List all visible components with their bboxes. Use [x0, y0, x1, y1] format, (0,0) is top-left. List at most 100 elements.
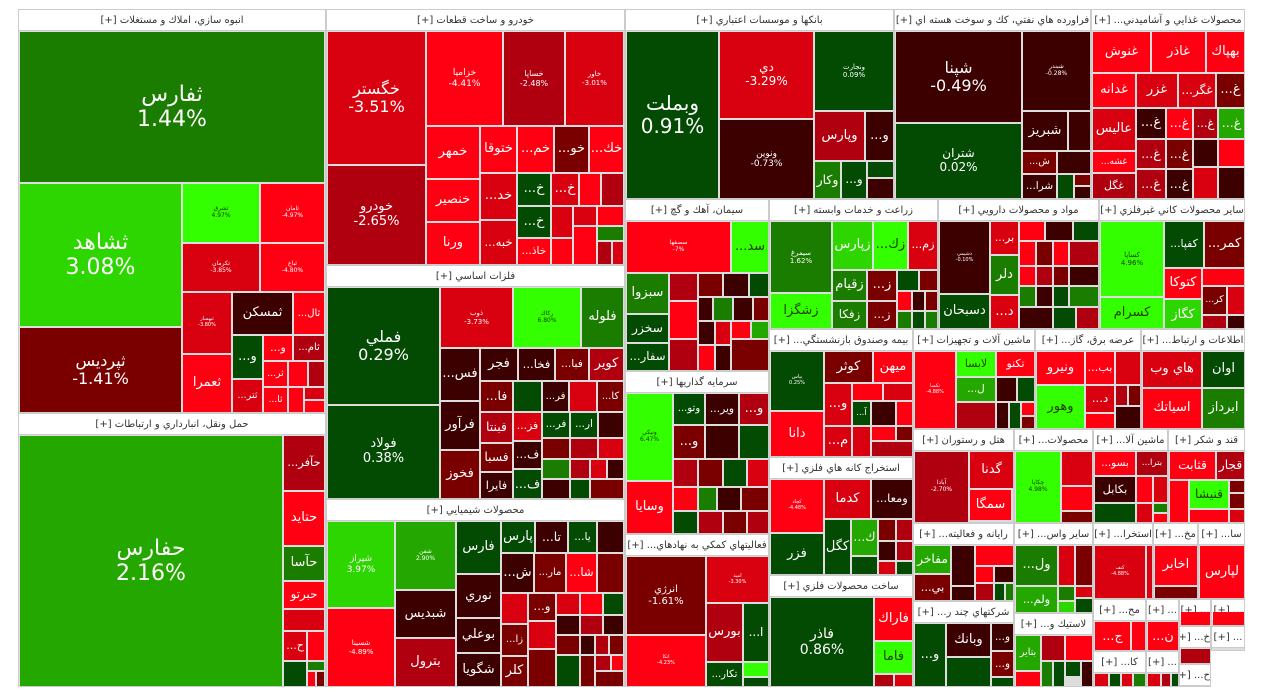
stock-cell-small[interactable]	[1076, 599, 1092, 612]
stock-cell[interactable]: ولم...	[1016, 587, 1057, 612]
stock-cell-small[interactable]	[724, 512, 746, 533]
stock-cell[interactable]: زك...	[874, 222, 907, 269]
stock-cell[interactable]: ثپرديس -1.41%	[20, 328, 181, 412]
stock-cell-small[interactable]	[308, 662, 324, 670]
stock-cell-small[interactable]	[732, 322, 750, 338]
stock-cell[interactable]: بترول	[396, 639, 455, 686]
stock-cell-small[interactable]	[699, 512, 722, 533]
stock-cell-small[interactable]	[1020, 242, 1035, 265]
stock-cell-small[interactable]	[716, 322, 730, 344]
stock-cell[interactable]: كر...	[1203, 287, 1226, 314]
stock-cell[interactable]: شرا...	[1023, 175, 1056, 198]
stock-cell-small[interactable]	[308, 632, 324, 660]
stock-cell[interactable]: فجر	[481, 349, 517, 380]
stock-cell-small[interactable]	[598, 522, 623, 552]
stock-cell-small[interactable]	[1020, 222, 1044, 240]
sector-header-expand[interactable]: ماشين آلا... [+]	[1094, 430, 1167, 451]
stock-cell[interactable]: خگستر -3.51%	[328, 32, 425, 164]
stock-cell[interactable]: خزاميا -4.41%	[427, 32, 502, 125]
stock-cell[interactable]: وسايا	[627, 482, 672, 533]
sector-header-expand[interactable]: ... [+]	[1147, 600, 1178, 621]
stock-cell[interactable]: غگل	[1093, 174, 1135, 198]
stock-cell-small[interactable]	[897, 402, 912, 425]
stock-cell-small[interactable]	[1230, 481, 1244, 492]
stock-cell[interactable]: بوعلي	[457, 619, 500, 652]
stock-cell-small[interactable]	[1147, 546, 1152, 598]
stock-cell-small[interactable]	[604, 616, 623, 634]
stock-cell-small[interactable]	[284, 662, 306, 686]
stock-cell[interactable]: فرآور	[441, 402, 479, 449]
stock-cell[interactable]: كتوكا	[1165, 269, 1201, 298]
sector-header-expand[interactable]: اطلاعات و ارتباط... [+]	[1142, 330, 1244, 351]
stock-cell-small[interactable]	[309, 362, 324, 386]
stock-cell-small[interactable]	[1190, 510, 1228, 522]
sector-header-expand[interactable]: رايانه و فعاليته... [+]	[914, 524, 1013, 545]
stock-cell[interactable]: فر...	[543, 382, 568, 411]
stock-cell-small[interactable]	[1046, 222, 1072, 240]
stock-cell-small[interactable]	[748, 512, 768, 533]
stock-cell-small[interactable]	[699, 460, 722, 486]
stock-cell-small[interactable]	[1219, 168, 1244, 198]
stock-cell[interactable]: خنصير	[427, 180, 479, 221]
stock-cell-small[interactable]	[1020, 308, 1052, 328]
stock-cell[interactable]: خبه...	[481, 221, 516, 264]
stock-cell-small[interactable]	[596, 656, 610, 670]
sector-header-expand[interactable]: مح... [+]	[1094, 600, 1145, 621]
stock-cell-small[interactable]	[598, 207, 623, 225]
stock-cell[interactable]: و...	[992, 624, 1013, 650]
stock-cell-small[interactable]	[1082, 662, 1092, 686]
stock-cell-small[interactable]	[571, 439, 597, 458]
stock-cell[interactable]: يا...	[569, 522, 596, 552]
stock-cell-small[interactable]	[581, 656, 594, 686]
stock-cell-small[interactable]	[724, 274, 748, 296]
stock-cell-small[interactable]	[581, 636, 594, 654]
stock-cell-small[interactable]	[1058, 175, 1073, 198]
stock-cell-small[interactable]	[1230, 510, 1244, 522]
stock-cell-small[interactable]	[598, 554, 623, 592]
stock-cell-small[interactable]	[557, 594, 579, 614]
stock-cell[interactable]: بپاس 0.25%	[771, 352, 823, 410]
stock-cell-small[interactable]	[1116, 352, 1140, 384]
stock-cell[interactable]: غدانه	[1093, 74, 1135, 107]
stock-cell[interactable]: ذوب -3.73%	[441, 288, 512, 347]
sector-header-expand[interactable]: فراورده هاي نفتي، كك و سوخت هسته اي [+]	[895, 10, 1090, 31]
stock-cell-small[interactable]	[574, 207, 596, 225]
stock-cell-small[interactable]	[898, 312, 911, 328]
stock-cell[interactable]: ونيكي 6.47%	[627, 394, 672, 480]
stock-cell[interactable]: غزر	[1137, 74, 1177, 107]
stock-cell-small[interactable]	[740, 426, 768, 458]
stock-cell-small[interactable]	[897, 427, 912, 440]
stock-cell[interactable]: شبريز	[1023, 112, 1067, 150]
stock-cell-small[interactable]	[574, 227, 596, 264]
stock-cell[interactable]: كسرام	[1101, 298, 1163, 328]
stock-cell[interactable]: حفارس 2.16%	[20, 436, 282, 686]
stock-cell-small[interactable]	[1228, 287, 1244, 314]
stock-cell[interactable]: كمر...	[1205, 222, 1244, 267]
sector-header-expand[interactable]: ... [+]	[1147, 652, 1178, 673]
stock-cell-small[interactable]	[529, 650, 555, 686]
stock-cell[interactable]: سصفها -7%	[627, 222, 730, 272]
stock-cell-small[interactable]	[926, 292, 937, 310]
stock-cell[interactable]: وبانك	[947, 624, 990, 656]
stock-cell-small[interactable]	[596, 672, 623, 686]
stock-cell[interactable]: هاي وب	[1143, 352, 1201, 387]
stock-cell-small[interactable]	[742, 488, 768, 510]
stock-cell[interactable]: كساپا 4.96%	[1101, 222, 1163, 296]
stock-cell-small[interactable]	[706, 426, 738, 458]
stock-cell[interactable]: فسبا	[481, 444, 512, 471]
sector-header-expand[interactable]: انبوه سازي، املاك و مستغلات [+]	[19, 10, 325, 31]
stock-cell[interactable]: كوير	[590, 349, 623, 380]
stock-cell-small[interactable]	[744, 678, 768, 686]
stock-cell[interactable]: تا...	[536, 522, 567, 552]
stock-cell[interactable]: خودرو -2.65%	[328, 166, 425, 264]
stock-cell-small[interactable]	[920, 271, 937, 290]
stock-cell-small[interactable]	[1059, 546, 1074, 585]
stock-cell-small[interactable]	[1069, 112, 1090, 150]
stock-cell[interactable]: مفاخر	[915, 546, 950, 573]
stock-cell[interactable]: سبزوا	[627, 274, 668, 313]
stock-cell[interactable]: زقيام	[833, 271, 866, 300]
stock-cell[interactable]: نوري	[457, 575, 500, 617]
stock-cell[interactable]: ح...	[284, 632, 306, 660]
stock-cell[interactable]: ك...	[852, 520, 877, 555]
sector-header-expand[interactable]: خودرو و ساخت قطعات [+]	[327, 10, 624, 31]
